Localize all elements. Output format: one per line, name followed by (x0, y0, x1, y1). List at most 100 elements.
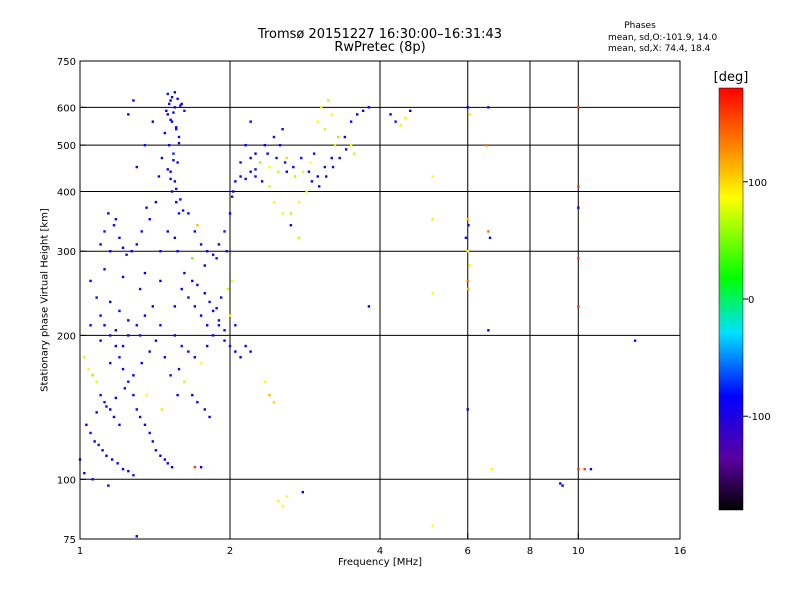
data-point (125, 253, 128, 256)
colorbar-tick-label: -100 (748, 412, 771, 423)
data-point (169, 99, 172, 102)
data-point (466, 106, 469, 109)
data-point (223, 329, 226, 332)
data-point (99, 314, 102, 317)
data-point (208, 415, 211, 419)
data-point (166, 113, 169, 116)
data-point (97, 443, 100, 447)
data-point (118, 423, 121, 427)
data-point (85, 423, 88, 427)
data-point (278, 143, 282, 147)
data-point (297, 200, 301, 204)
y-tick-label: 600 (57, 103, 76, 114)
data-point (89, 324, 92, 327)
data-point (409, 109, 412, 113)
data-point (148, 431, 151, 435)
data-point (183, 380, 186, 383)
data-point (467, 287, 470, 291)
data-point (193, 465, 197, 469)
data-point (187, 212, 190, 215)
data-point (331, 165, 335, 169)
x-tick-label: 10 (572, 546, 585, 557)
data-point (249, 350, 252, 353)
data-point (292, 165, 295, 169)
data-point (175, 126, 178, 129)
data-point (177, 367, 181, 371)
data-point (337, 135, 340, 139)
data-point (330, 156, 333, 160)
data-point (172, 152, 175, 155)
data-point (285, 170, 288, 173)
data-point (166, 230, 169, 233)
data-point (99, 339, 102, 342)
data-point (83, 356, 86, 359)
data-point (487, 329, 490, 332)
data-point (127, 469, 130, 473)
data-point (583, 467, 586, 471)
y-tick-label: 100 (57, 475, 76, 486)
data-point (404, 116, 407, 120)
data-point (234, 324, 237, 327)
data-point (208, 300, 211, 304)
data-point (130, 250, 133, 253)
data-point (138, 287, 142, 291)
data-point (468, 113, 471, 116)
data-point (166, 92, 169, 96)
data-point (249, 156, 252, 160)
y-tick-label: 400 (57, 187, 76, 198)
data-point (95, 296, 98, 299)
data-point (109, 250, 112, 253)
data-point (173, 334, 177, 337)
data-point (170, 120, 174, 123)
y-tick-label: 75 (63, 535, 76, 546)
data-point (230, 279, 234, 283)
data-point (431, 524, 434, 527)
data-point (234, 180, 237, 183)
data-point (135, 324, 138, 327)
data-point (132, 374, 135, 377)
data-point (151, 305, 155, 308)
data-point (109, 408, 112, 411)
data-point (254, 168, 257, 171)
data-point (103, 324, 106, 327)
data-point (281, 504, 284, 508)
data-point (466, 408, 469, 411)
chart-title: Tromsø 20151227 16:30:00–16:31:43 (257, 27, 503, 42)
data-point (118, 309, 121, 313)
data-point (323, 165, 327, 169)
data-point (203, 292, 206, 295)
x-tick-label: 8 (527, 546, 533, 557)
data-point (293, 175, 297, 178)
data-point (244, 177, 247, 181)
data-point (361, 109, 365, 113)
data-point (112, 224, 116, 227)
data-point (281, 212, 284, 215)
data-point (173, 106, 177, 109)
data-point (234, 350, 237, 353)
data-point (116, 462, 119, 465)
data-point (170, 95, 174, 99)
data-point (487, 230, 490, 233)
data-point (215, 257, 218, 260)
data-point (132, 393, 135, 397)
data-point (101, 449, 104, 452)
data-point (249, 120, 252, 123)
data-point (176, 161, 179, 164)
y-tick-label: 500 (57, 141, 76, 152)
data-point (177, 141, 181, 145)
stats-o-mode: mean, sd,O:-101.9, 14.0 (608, 33, 718, 43)
data-point (163, 458, 167, 461)
data-point (176, 393, 179, 397)
data-point (633, 339, 637, 342)
data-point (91, 374, 94, 377)
chart-subtitle: RwPretec (8p) (334, 40, 426, 55)
data-point (103, 400, 106, 404)
colorbar-label: [deg] (714, 70, 749, 85)
data-point (487, 106, 490, 109)
data-point (389, 113, 392, 116)
data-point (323, 127, 327, 131)
data-point (169, 170, 172, 173)
data-point (196, 224, 199, 227)
data-point (135, 408, 138, 411)
data-point (172, 111, 175, 114)
